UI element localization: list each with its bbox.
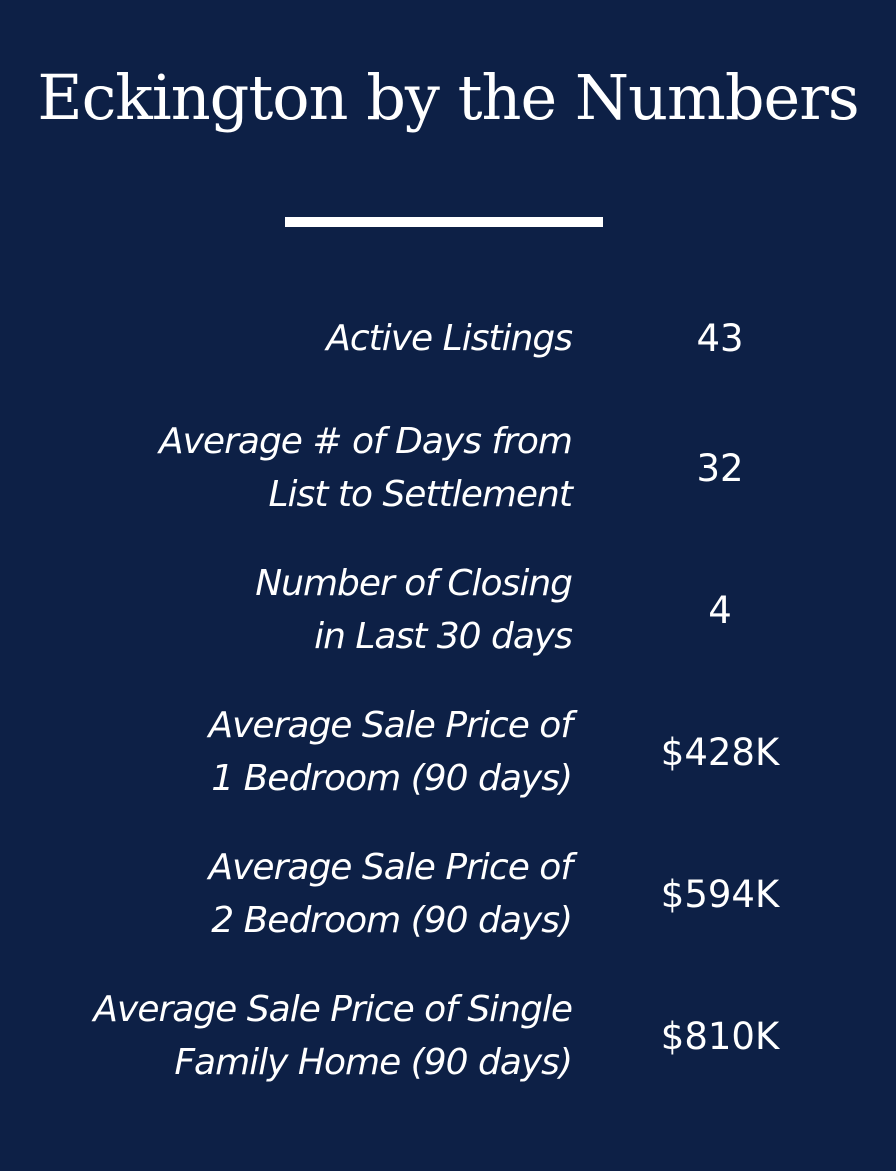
stat-value: 43 xyxy=(696,316,744,360)
stat-label: Active Listings xyxy=(0,312,573,365)
stat-row-closings: Number of Closing in Last 30 days 4 xyxy=(0,539,896,681)
stat-value: $428K xyxy=(660,730,780,774)
stat-label: Average Sale Price of 1 Bedroom (90 days… xyxy=(0,699,574,805)
stat-label-line: Active Listings xyxy=(326,317,573,359)
stat-label: Number of Closing in Last 30 days xyxy=(0,557,573,663)
stat-label: Average Sale Price of 2 Bedroom (90 days… xyxy=(0,841,574,947)
stat-row-1-bedroom-price: Average Sale Price of 1 Bedroom (90 days… xyxy=(0,681,896,823)
stat-value: $594K xyxy=(660,872,780,916)
stat-label: Average # of Days from List to Settlemen… xyxy=(0,415,574,521)
stat-value: $810K xyxy=(660,1014,780,1058)
stat-label: Average Sale Price of Single Family Home… xyxy=(0,983,573,1089)
stat-row-active-listings: Active Listings 43 xyxy=(0,305,896,371)
stat-label-line: 2 Bedroom (90 days) xyxy=(211,900,573,941)
stat-label-line: Family Home (90 days) xyxy=(174,1042,573,1083)
stat-label-line: Average # of Days from xyxy=(159,421,573,462)
stat-label-line: Average Sale Price of Single xyxy=(93,989,573,1030)
title-divider xyxy=(285,217,603,227)
stats-list: Active Listings 43 Average # of Days fro… xyxy=(0,305,896,1107)
stat-row-days-to-settlement: Average # of Days from List to Settlemen… xyxy=(0,397,896,539)
stat-label-line: Number of Closing xyxy=(255,563,573,604)
stat-row-2-bedroom-price: Average Sale Price of 2 Bedroom (90 days… xyxy=(0,823,896,965)
stat-value: 32 xyxy=(696,446,744,490)
stat-label-line: 1 Bedroom (90 days) xyxy=(211,758,573,799)
stat-row-single-family-price: Average Sale Price of Single Family Home… xyxy=(0,965,896,1107)
stat-label-line: in Last 30 days xyxy=(314,616,573,657)
page-title: Eckington by the Numbers xyxy=(37,61,859,134)
stat-label-line: Average Sale Price of xyxy=(208,705,574,746)
stat-label-line: List to Settlement xyxy=(268,474,574,515)
stat-label-line: Average Sale Price of xyxy=(208,847,574,888)
stat-value: 4 xyxy=(708,588,732,632)
